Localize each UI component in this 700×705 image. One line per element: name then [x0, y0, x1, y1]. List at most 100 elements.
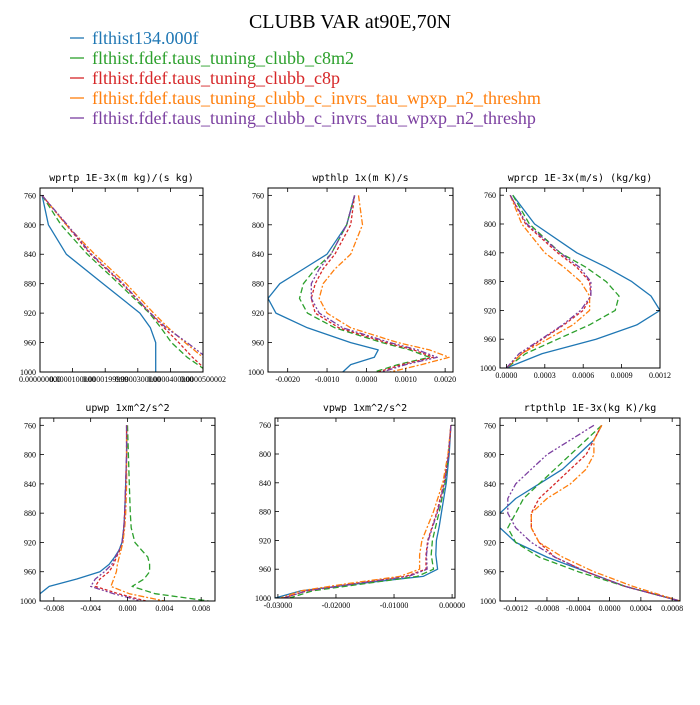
panel-title: vpwp 1xm^2/s^2	[323, 403, 407, 414]
chart-panel: wpthlp 1x(m K)/s 760 800 840 880 920 960 1000 -0…	[248, 173, 456, 384]
series-line	[505, 194, 592, 368]
series-line	[41, 195, 203, 370]
x-tick-label: -0.0012	[503, 604, 528, 613]
series-line	[110, 425, 165, 601]
series-line	[283, 425, 452, 598]
y-tick-label: 800	[24, 221, 36, 230]
y-tick-label: 760	[24, 421, 36, 430]
series-lines	[40, 425, 209, 601]
legend: flthist134.000fflthist.fdef.taus_tuning_…	[70, 28, 541, 128]
y-tick-label: 840	[252, 250, 264, 259]
x-tick-label: -0.0010	[315, 375, 340, 384]
y-tick-label: 960	[259, 565, 271, 574]
x-tick-label: 0.0012	[649, 371, 671, 380]
x-tick-label: 0.0000400000	[147, 375, 193, 384]
x-tick-label: 0.000000000	[19, 375, 61, 384]
y-tick-label: 840	[24, 250, 36, 259]
legend-label: flthist.fdef.taus_tuning_clubb_c_invrs_t…	[92, 88, 541, 108]
series-line	[507, 424, 680, 601]
series-line	[94, 425, 147, 601]
plot-frame	[499, 187, 661, 369]
series-line	[530, 424, 680, 601]
y-tick-label: 800	[259, 450, 271, 459]
x-tick-label: 0.004	[155, 604, 173, 613]
figure-title: CLUBB VAR at90E,70N	[249, 11, 451, 33]
panel-title: wprtp 1E-3x(m kg)/(s kg)	[49, 173, 194, 184]
series-line	[280, 425, 452, 598]
y-tick-label: 800	[484, 220, 496, 229]
series-lines	[41, 194, 203, 372]
chart-panel: wprcp 1E-3x(m/s) (kg/kg) 760 800 840 880 920 9…	[480, 173, 671, 380]
x-tick-label: 0.0000	[599, 604, 621, 613]
series-line	[505, 194, 591, 368]
y-tick-label: 920	[259, 536, 271, 545]
y-tick-label: 960	[484, 568, 496, 577]
y-tick-label: 880	[484, 278, 496, 287]
series-lines	[500, 424, 680, 601]
y-tick-label: 800	[252, 221, 264, 230]
series-line	[318, 195, 450, 372]
legend-label: flthist134.000f	[92, 28, 199, 48]
series-line	[298, 195, 431, 372]
chart-panels: wprtp 1E-3x(m kg)/(s kg) 760 800 840 880 920 9…	[19, 173, 683, 613]
series-line	[506, 194, 660, 368]
y-tick-label: 880	[259, 508, 271, 517]
x-tick-label: -0.008	[43, 604, 64, 613]
y-tick-label: 880	[484, 509, 496, 518]
x-tick-label: 0.0020	[434, 375, 456, 384]
y-tick-label: 920	[484, 306, 496, 315]
panel-title: wprcp 1E-3x(m/s) (kg/kg)	[508, 173, 653, 184]
x-tick-label: 0.0009	[611, 371, 633, 380]
x-tick-label: 0.0000100000	[50, 375, 96, 384]
x-tick-label: 0.0000199999	[82, 375, 128, 384]
y-tick-label: 760	[252, 191, 264, 200]
x-tick-label: 0.008	[192, 604, 210, 613]
y-tick-label: 1000	[20, 597, 36, 606]
y-tick-label: 920	[24, 538, 36, 547]
y-tick-label: 1000	[255, 594, 271, 603]
y-tick-label: 840	[484, 480, 496, 489]
y-tick-label: 880	[24, 509, 36, 518]
series-line	[268, 195, 379, 372]
series-line	[41, 195, 157, 372]
series-lines	[275, 425, 452, 598]
series-line	[41, 194, 203, 356]
series-line	[41, 194, 203, 368]
chart-panel: upwp 1xm^2/s^2 760 800 840 880 920 960 1000 -0.0…	[20, 403, 216, 613]
plot-frame	[267, 187, 454, 373]
legend-label: flthist.fdef.taus_tuning_clubb_c8m2	[92, 48, 354, 68]
x-tick-label: -0.004	[80, 604, 101, 613]
y-tick-label: 760	[259, 421, 271, 430]
y-tick-label: 760	[24, 191, 36, 200]
y-tick-label: 1000	[20, 368, 36, 377]
plot-frame	[274, 417, 456, 599]
panel-title: rtpthlp 1E-3x(kg K)/kg	[524, 403, 656, 414]
y-tick-label: 920	[252, 309, 264, 318]
x-tick-label: 0.0003	[534, 371, 556, 380]
x-tick-label: -0.0020	[275, 375, 300, 384]
x-tick-label: 0.00000	[439, 601, 465, 610]
series-line	[275, 425, 452, 598]
y-tick-label: 840	[484, 249, 496, 258]
x-tick-label: 0.000	[119, 604, 137, 613]
y-tick-label: 800	[484, 451, 496, 460]
x-tick-label: 0.0000500002	[180, 375, 226, 384]
y-tick-label: 760	[484, 421, 496, 430]
y-tick-label: 880	[252, 280, 264, 289]
series-lines	[268, 195, 450, 372]
series-line	[310, 195, 434, 372]
x-tick-label: 0.0004	[630, 604, 652, 613]
y-tick-label: 1000	[248, 368, 264, 377]
x-tick-label: 0.0008	[661, 604, 683, 613]
panel-title: upwp 1xm^2/s^2	[85, 403, 169, 414]
y-tick-label: 840	[259, 479, 271, 488]
series-line	[507, 424, 680, 601]
series-line	[41, 194, 203, 360]
x-tick-label: 0.0000	[495, 371, 517, 380]
legend-label: flthist.fdef.taus_tuning_clubb_c_invrs_t…	[92, 108, 536, 128]
series-line	[530, 424, 680, 601]
y-tick-label: 920	[24, 309, 36, 318]
x-tick-label: 0.0000	[355, 375, 377, 384]
